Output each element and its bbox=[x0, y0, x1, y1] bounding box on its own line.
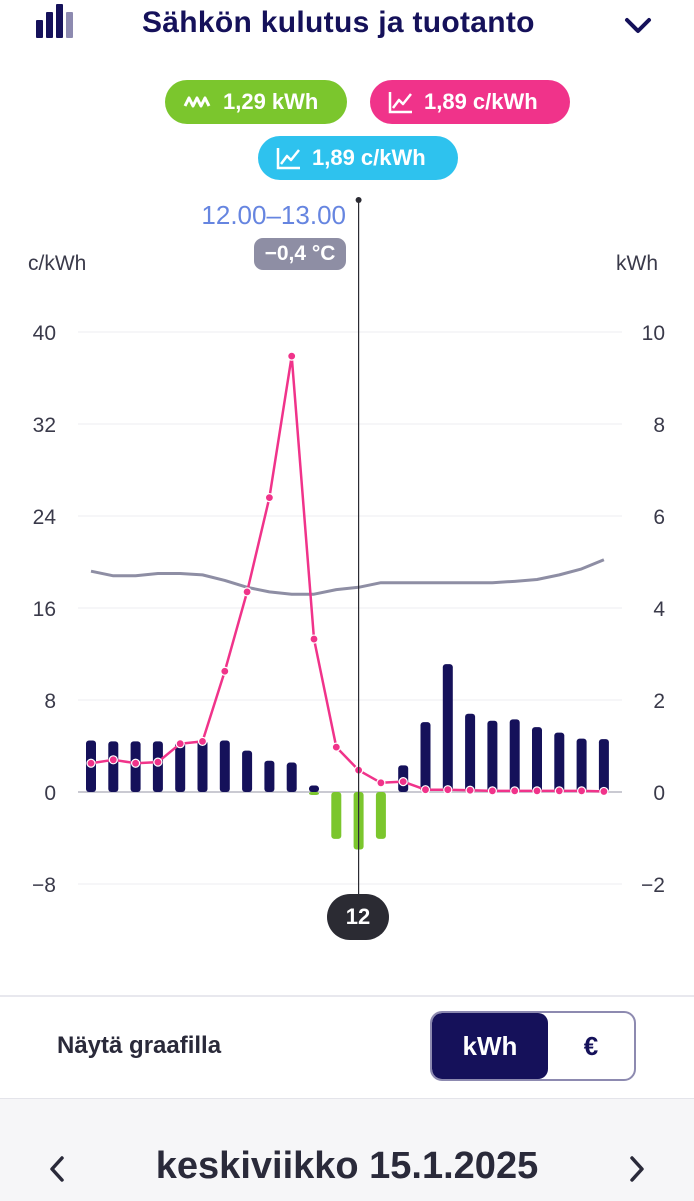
right-tick-label: 8 bbox=[653, 414, 665, 437]
consumption-bar bbox=[108, 741, 119, 792]
price-point bbox=[131, 758, 141, 768]
line-chart-icon bbox=[276, 148, 300, 170]
date-navigation: keskiviikko 15.1.2025 bbox=[0, 1098, 694, 1201]
left-tick-label: 0 bbox=[44, 782, 56, 805]
price-point bbox=[532, 786, 542, 796]
production-bar bbox=[375, 792, 386, 839]
price-value: 1,89 c/kWh bbox=[424, 89, 538, 114]
consumption-bar bbox=[242, 750, 253, 792]
left-tick-label: 40 bbox=[33, 322, 56, 345]
spot-price-value: 1,89 c/kWh bbox=[312, 145, 426, 170]
energy-summary-pill[interactable]: 1,29 kWh bbox=[165, 80, 347, 124]
consumption-bar bbox=[219, 740, 230, 792]
page-title: Sähkön kulutus ja tuotanto bbox=[142, 6, 535, 39]
chart-toggle-label: Näytä graafilla bbox=[57, 1032, 222, 1059]
left-tick-label: 16 bbox=[33, 598, 56, 621]
consumption-bar bbox=[554, 732, 565, 792]
price-point bbox=[175, 739, 185, 749]
price-point bbox=[487, 786, 497, 796]
current-date: keskiviikko 15.1.2025 bbox=[155, 1145, 539, 1187]
left-tick-label: 32 bbox=[33, 414, 56, 437]
spot-price-summary-pill[interactable]: 1,89 c/kWh bbox=[258, 136, 458, 180]
toggle-kwh-option[interactable]: kWh bbox=[432, 1013, 548, 1079]
left-axis-unit: c/kWh bbox=[28, 252, 87, 275]
price-point bbox=[309, 634, 319, 644]
consumption-bar bbox=[576, 738, 587, 792]
divider bbox=[0, 995, 694, 997]
chevron-right-icon[interactable] bbox=[626, 1155, 648, 1183]
production-bar bbox=[331, 792, 342, 839]
right-tick-label: 2 bbox=[653, 690, 665, 713]
price-point bbox=[153, 757, 163, 767]
consumption-bar bbox=[309, 785, 319, 792]
price-point bbox=[86, 758, 96, 768]
consumption-bar bbox=[509, 719, 520, 792]
toggle-euro-option[interactable]: € bbox=[583, 1030, 599, 1061]
temperature-badge: −0,4 °C bbox=[254, 238, 346, 270]
tooltip-time: 12.00–13.00 bbox=[201, 200, 346, 230]
chevron-left-icon[interactable] bbox=[46, 1155, 68, 1183]
consumption-bar bbox=[487, 720, 498, 792]
price-summary-pill[interactable]: 1,89 c/kWh bbox=[370, 80, 570, 124]
consumption-bar bbox=[197, 740, 208, 792]
consumption-bar bbox=[264, 760, 275, 792]
right-tick-label: 4 bbox=[653, 598, 665, 621]
left-tick-label: 24 bbox=[33, 506, 57, 529]
left-tick-label: 8 bbox=[44, 690, 56, 713]
price-point bbox=[576, 786, 587, 796]
production-bar bbox=[309, 792, 319, 795]
consumption-bar bbox=[420, 722, 431, 792]
right-tick-label: 0 bbox=[653, 782, 665, 805]
right-tick-label: −2 bbox=[641, 874, 665, 896]
consumption-bar bbox=[598, 739, 609, 792]
chevron-down-icon[interactable] bbox=[622, 10, 654, 42]
right-tick-label: 6 bbox=[653, 506, 665, 529]
price-point bbox=[108, 755, 118, 765]
consumption-bar bbox=[442, 664, 453, 792]
price-point bbox=[197, 736, 208, 747]
price-point bbox=[510, 786, 520, 796]
header: Sähkön kulutus ja tuotanto bbox=[0, 0, 694, 56]
energy-value: 1,29 kWh bbox=[223, 89, 319, 114]
price-point bbox=[420, 785, 431, 795]
price-point bbox=[242, 587, 252, 597]
wave-icon bbox=[183, 96, 211, 108]
selected-hour-badge[interactable]: 12 bbox=[327, 894, 389, 940]
bar-chart-icon[interactable] bbox=[36, 4, 76, 38]
consumption-bar bbox=[152, 741, 163, 792]
right-tick-label: 10 bbox=[642, 322, 665, 345]
consumption-bar bbox=[175, 742, 186, 792]
price-point bbox=[465, 785, 475, 795]
price-point bbox=[376, 778, 386, 788]
line-chart-icon bbox=[388, 92, 412, 114]
unit-toggle: kWh € bbox=[430, 1011, 636, 1081]
price-point bbox=[599, 786, 609, 797]
left-tick-label: −8 bbox=[32, 874, 56, 896]
selection-handle bbox=[355, 197, 362, 203]
price-point bbox=[554, 786, 564, 796]
consumption-bar bbox=[532, 727, 542, 792]
price-point bbox=[287, 351, 297, 361]
temperature-line bbox=[90, 558, 605, 596]
price-point bbox=[264, 493, 274, 503]
price-point bbox=[443, 785, 453, 795]
price-point bbox=[398, 777, 408, 787]
price-point bbox=[331, 742, 341, 752]
consumption-bar bbox=[465, 713, 476, 792]
right-axis-unit: kWh bbox=[616, 252, 658, 275]
price-point bbox=[220, 666, 230, 676]
consumption-bar bbox=[286, 762, 297, 792]
